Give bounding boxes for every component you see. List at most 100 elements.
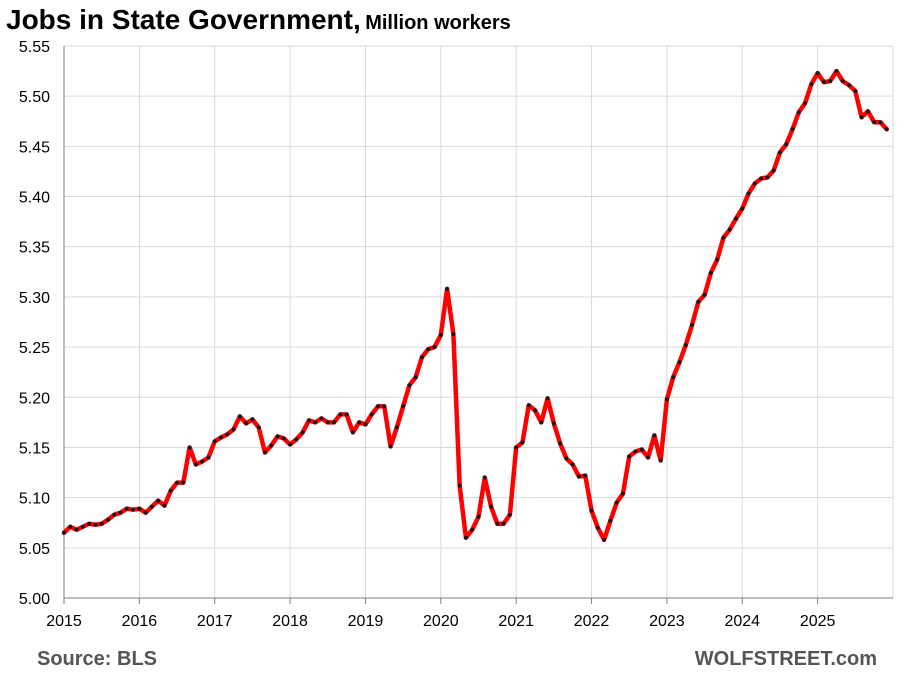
data-point: [168, 488, 173, 493]
data-point: [74, 527, 79, 532]
data-point: [470, 527, 475, 532]
data-point: [853, 89, 858, 94]
data-point: [859, 115, 864, 120]
data-point: [620, 491, 625, 496]
data-point: [105, 517, 110, 522]
y-tick-label: 5.45: [19, 139, 50, 156]
data-point: [350, 430, 355, 435]
data-point: [683, 343, 688, 348]
data-point: [533, 408, 538, 413]
data-point: [438, 333, 443, 338]
data-point: [733, 216, 738, 221]
data-point: [413, 375, 418, 380]
data-point: [407, 383, 412, 388]
x-tick-label: 2023: [649, 613, 685, 630]
data-point: [432, 345, 437, 350]
data-point: [112, 512, 117, 517]
data-point: [495, 521, 500, 526]
x-tick-label: 2017: [197, 613, 233, 630]
data-point: [294, 437, 299, 442]
data-point: [306, 418, 311, 423]
x-tick-label: 2015: [46, 613, 82, 630]
y-tick-label: 5.05: [19, 541, 50, 558]
x-tick-label: 2021: [498, 613, 534, 630]
data-point: [426, 347, 431, 352]
data-point: [212, 439, 217, 444]
data-point: [558, 441, 563, 446]
y-tick-labels: 5.00 5.05 5.10 5.15 5.20 5.25 5.30 5.35 5.40 5.45…: [19, 39, 50, 608]
vertical-gridlines: [138, 46, 894, 598]
data-point: [507, 512, 512, 517]
data-point: [344, 412, 349, 417]
data-point: [664, 397, 669, 402]
data-point: [727, 227, 732, 232]
data-point: [206, 455, 211, 460]
x-tick-label: 2024: [724, 613, 760, 630]
x-tick-label: 2020: [423, 613, 459, 630]
data-point: [564, 456, 569, 461]
data-point: [765, 175, 770, 180]
data-point: [646, 455, 651, 460]
y-tick-label: 5.20: [19, 390, 50, 407]
x-tick-label: 2022: [574, 613, 610, 630]
data-point: [821, 80, 826, 85]
data-point: [181, 480, 186, 485]
data-point: [746, 191, 751, 196]
data-point: [865, 109, 870, 114]
data-point: [627, 454, 632, 459]
data-point: [162, 503, 167, 508]
data-point: [68, 524, 73, 529]
data-point: [281, 436, 286, 441]
data-point: [62, 530, 66, 535]
data-point: [256, 425, 261, 430]
data-point: [124, 506, 129, 511]
data-point: [463, 535, 468, 540]
data-point: [576, 474, 581, 479]
data-point: [80, 524, 85, 529]
data-point: [99, 521, 104, 526]
data-point: [608, 518, 613, 523]
data-point: [872, 120, 877, 125]
y-tick-label: 5.25: [19, 340, 50, 357]
data-point: [225, 432, 230, 437]
chart-subtitle: Million workers: [365, 12, 511, 34]
brand-watermark: WOLFSTREET.com: [694, 648, 877, 670]
data-point: [878, 120, 883, 125]
data-point: [759, 176, 764, 181]
data-point: [357, 420, 362, 425]
data-point: [595, 525, 600, 530]
data-point: [847, 83, 852, 88]
x-tick-label: 2018: [272, 613, 308, 630]
data-point: [583, 473, 588, 478]
y-tick-label: 5.00: [19, 591, 50, 608]
data-point: [514, 445, 519, 450]
series-group: [61, 68, 889, 543]
data-point: [382, 404, 387, 409]
data-point: [809, 82, 814, 87]
data-point: [325, 420, 330, 425]
data-point: [137, 506, 142, 511]
data-point: [740, 206, 745, 211]
axes: [63, 46, 893, 604]
data-point: [482, 475, 487, 480]
data-point: [589, 508, 594, 513]
data-point: [551, 421, 556, 426]
data-point: [696, 299, 701, 304]
x-tick-labels: 2015 2016 2017 2018 2019 2020 2021 2022 2023 2024…: [46, 613, 835, 630]
chart-title-block: Jobs in State Government, Million worker…: [6, 4, 511, 36]
data-point: [156, 498, 161, 503]
data-point: [771, 168, 776, 173]
chart-title: Jobs in State Government,: [6, 4, 361, 35]
x-tick-label: 2025: [800, 613, 836, 630]
data-point: [244, 421, 249, 426]
data-point: [451, 332, 456, 337]
series-line: [61, 68, 889, 543]
y-tick-label: 5.10: [19, 491, 50, 508]
data-point: [671, 375, 676, 380]
data-point: [87, 521, 92, 526]
data-point: [840, 79, 845, 84]
data-point: [884, 127, 889, 132]
data-point: [602, 537, 607, 542]
data-point: [652, 433, 657, 438]
y-tick-label: 5.30: [19, 290, 50, 307]
